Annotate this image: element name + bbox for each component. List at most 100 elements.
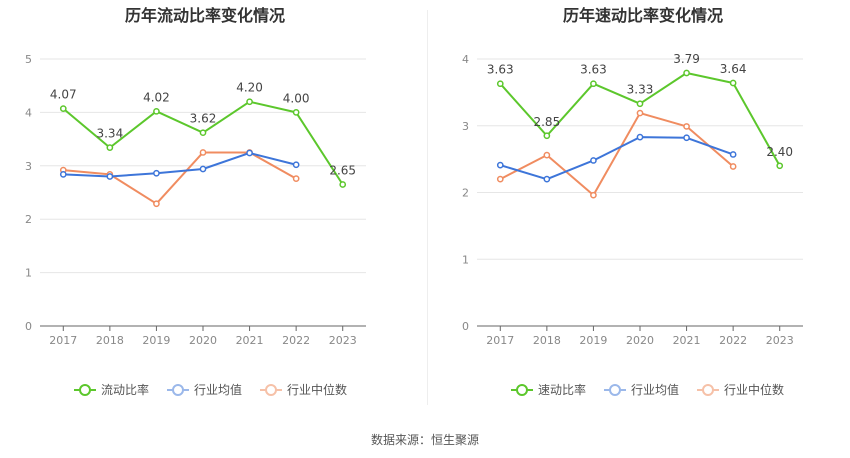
series-line [63, 151, 297, 205]
legend-label: 行业中位数 [724, 383, 785, 397]
panel-divider [427, 10, 428, 405]
legend-item-industry-median[interactable]: 行业中位数 [260, 381, 347, 398]
y-tick-label: 1 [25, 267, 32, 280]
data-point [496, 80, 504, 88]
data-label: 4.07 [50, 88, 77, 102]
data-point [729, 79, 737, 87]
data-point [246, 149, 253, 157]
legend-label: 流动比率 [101, 383, 150, 397]
legend-quick-ratio: 速动比率 行业均值 行业中位数 [511, 381, 784, 398]
x-tick-label: 2022 [282, 334, 310, 347]
series-line [63, 151, 297, 178]
data-label: 4.00 [283, 91, 310, 105]
legend-swatch-icon [260, 383, 283, 396]
legend-label: 行业均值 [194, 383, 243, 397]
data-point [292, 161, 300, 169]
data-point [292, 109, 300, 116]
x-tick-label: 2018 [533, 334, 561, 347]
data-point [153, 169, 160, 177]
data-point [153, 200, 160, 208]
legend-label: 行业中位数 [287, 383, 348, 397]
data-point [59, 105, 67, 113]
legend-label: 行业均值 [631, 383, 680, 397]
x-tick-label: 2017 [486, 334, 514, 347]
x-tick-label: 2020 [189, 334, 217, 347]
data-point [729, 151, 737, 158]
data-point [590, 80, 597, 88]
data-point [59, 170, 67, 178]
legend-swatch-icon [604, 383, 627, 396]
y-tick-label: 3 [462, 120, 469, 133]
series-line [499, 112, 734, 197]
x-tick-label: 2022 [719, 334, 747, 347]
data-point [246, 98, 253, 106]
data-point [543, 132, 551, 140]
data-point [106, 144, 114, 151]
x-tick-label: 2018 [96, 334, 124, 347]
data-point [199, 149, 207, 156]
data-point [590, 157, 597, 164]
data-point [636, 109, 644, 117]
data-label: 3.62 [190, 112, 217, 126]
legend-swatch-icon [167, 383, 190, 396]
legend-current-ratio: 流动比率 行业均值 行业中位数 [74, 381, 347, 398]
data-label: 3.79 [673, 52, 700, 66]
data-point [496, 175, 504, 183]
data-source-note: 数据来源：恒生聚源 [370, 433, 479, 447]
y-tick-label: 0 [25, 320, 32, 333]
y-tick-label: 5 [25, 53, 32, 66]
x-tick-label: 2021 [673, 334, 701, 347]
data-label: 4.20 [236, 81, 263, 95]
data-point [199, 165, 207, 173]
legend-label: 速动比率 [538, 383, 587, 397]
data-point [496, 161, 504, 169]
legend-item-industry-mean[interactable]: 行业均值 [604, 381, 679, 398]
data-label: 3.63 [580, 63, 607, 77]
y-tick-label: 0 [462, 320, 469, 333]
x-tick-label: 2019 [579, 334, 607, 347]
y-tick-label: 4 [462, 53, 469, 66]
data-point [683, 69, 690, 77]
data-label: 2.85 [533, 115, 560, 129]
y-tick-label: 1 [462, 253, 469, 266]
data-point [543, 151, 551, 159]
x-tick-label: 2020 [626, 334, 654, 347]
legend-item-current-ratio[interactable]: 流动比率 [74, 381, 149, 398]
data-point [339, 181, 347, 188]
data-point [292, 175, 300, 182]
legend-item-industry-mean[interactable]: 行业均值 [167, 381, 242, 398]
data-point [543, 175, 551, 183]
chart-title-quick-ratio: 历年速动比率变化情况 [562, 6, 723, 25]
x-tick-label: 2021 [236, 334, 264, 347]
data-label: 3.34 [96, 127, 123, 141]
legend-swatch-icon [74, 383, 96, 396]
y-tick-label: 3 [25, 160, 32, 173]
x-tick-label: 2023 [766, 334, 794, 347]
y-tick-label: 4 [25, 106, 32, 119]
data-point [729, 163, 737, 170]
legend-swatch-icon [511, 383, 533, 396]
data-point [776, 162, 784, 170]
data-point [106, 173, 114, 180]
y-tick-label: 2 [462, 187, 469, 200]
data-label: 4.02 [143, 90, 170, 104]
x-tick-label: 2017 [49, 334, 77, 347]
chart-title-current-ratio: 历年流动比率变化情况 [124, 6, 285, 25]
data-point [590, 191, 597, 199]
data-label: 3.33 [627, 83, 654, 97]
y-tick-label: 2 [25, 213, 32, 226]
data-label: 3.63 [487, 63, 514, 77]
x-tick-label: 2023 [329, 334, 357, 347]
data-point [199, 129, 207, 137]
data-label: 3.64 [720, 62, 747, 76]
data-point [683, 123, 690, 130]
x-tick-label: 2019 [142, 334, 170, 347]
legend-swatch-icon [697, 383, 720, 396]
legend-item-industry-median[interactable]: 行业中位数 [697, 381, 784, 398]
series-line [499, 136, 734, 181]
data-label: 2.40 [766, 145, 793, 159]
data-point [636, 100, 644, 108]
legend-item-quick-ratio[interactable]: 速动比率 [511, 381, 586, 398]
data-point [683, 134, 690, 142]
